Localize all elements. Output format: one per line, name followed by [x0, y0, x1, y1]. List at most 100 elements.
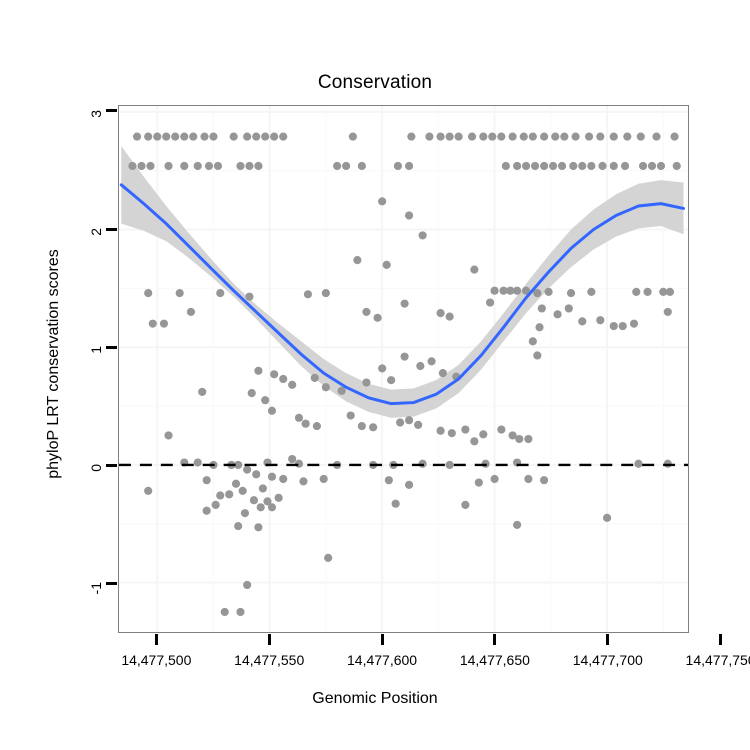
data-point — [193, 161, 202, 171]
data-point — [508, 431, 517, 440]
data-point — [643, 287, 652, 296]
data-point — [312, 421, 321, 431]
x-axis-tick-label: 14,477,750 — [685, 652, 750, 668]
data-point — [225, 490, 234, 499]
data-point — [189, 132, 198, 141]
data-point — [234, 522, 243, 531]
data-point — [245, 292, 254, 301]
data-point — [663, 307, 672, 317]
data-point — [470, 437, 479, 446]
data-point — [647, 161, 657, 171]
data-point — [548, 161, 558, 171]
gridlines — [119, 106, 688, 632]
data-point — [238, 486, 247, 495]
data-point — [319, 474, 328, 484]
data-point — [528, 337, 537, 346]
data-point — [571, 132, 580, 141]
data-point — [310, 373, 319, 382]
data-point — [497, 132, 506, 141]
data-point — [569, 161, 578, 171]
data-point — [175, 289, 184, 298]
data-point — [353, 256, 362, 265]
data-point — [636, 132, 645, 141]
data-point — [378, 364, 387, 373]
data-point — [144, 486, 153, 495]
data-point — [198, 387, 207, 396]
data-point — [497, 425, 506, 434]
data-point — [299, 477, 308, 486]
data-point — [632, 287, 641, 296]
data-point — [384, 476, 393, 485]
data-point — [321, 289, 330, 298]
data-point — [211, 500, 220, 509]
data-point — [566, 289, 576, 298]
data-point — [404, 416, 414, 425]
data-point — [254, 161, 263, 171]
data-point — [387, 376, 396, 385]
data-point — [153, 132, 162, 141]
y-axis-label: phyloP LRT conservation scores — [45, 249, 62, 479]
data-point — [479, 430, 488, 439]
x-axis-tick-mark — [267, 634, 271, 645]
data-point — [634, 459, 643, 468]
data-point — [584, 132, 594, 141]
data-point — [373, 313, 382, 322]
data-point — [294, 413, 304, 422]
y-axis-tick-mark — [106, 345, 117, 349]
data-point — [438, 369, 447, 378]
data-point — [252, 132, 261, 141]
data-point — [243, 465, 252, 474]
data-point — [243, 132, 252, 141]
data-point — [400, 299, 409, 308]
data-point — [261, 396, 270, 405]
data-point — [513, 286, 522, 295]
data-point — [236, 161, 245, 171]
data-point — [362, 307, 371, 317]
data-point — [369, 423, 378, 432]
data-point — [301, 419, 310, 428]
confidence-band — [121, 146, 684, 418]
data-point — [414, 420, 423, 429]
x-axis-tick-mark — [380, 634, 384, 645]
data-point — [533, 289, 542, 298]
x-axis-tick-mark — [719, 634, 723, 645]
y-axis-tick-label: 1 — [88, 346, 104, 354]
data-point — [267, 406, 277, 415]
data-point — [470, 265, 479, 274]
data-point — [524, 474, 533, 484]
data-point — [393, 161, 403, 171]
data-point — [535, 323, 544, 332]
data-point — [479, 132, 488, 141]
data-point — [501, 161, 510, 171]
data-point — [596, 132, 605, 141]
data-point — [629, 319, 639, 328]
data-point — [544, 287, 553, 296]
data-point — [499, 286, 508, 295]
data-point — [263, 497, 272, 506]
data-point — [234, 460, 243, 470]
data-point — [623, 132, 632, 141]
x-axis-tick-mark — [493, 634, 497, 645]
data-point — [132, 132, 142, 141]
data-point — [602, 513, 612, 522]
data-point — [578, 317, 587, 326]
data-point — [670, 132, 679, 141]
y-axis-tick-label: 3 — [88, 109, 104, 118]
data-point — [551, 132, 560, 141]
data-point — [267, 472, 277, 481]
data-point — [216, 491, 225, 500]
data-point — [513, 520, 522, 529]
data-point — [490, 474, 499, 484]
data-point — [337, 386, 346, 395]
x-axis-tick-mark — [154, 634, 158, 645]
x-axis-tick-label: 14,477,550 — [234, 652, 305, 668]
data-point — [357, 421, 366, 431]
data-point — [321, 383, 330, 392]
data-point — [404, 161, 414, 171]
data-point — [524, 434, 533, 444]
data-point — [391, 499, 400, 508]
plot-canvas — [119, 106, 688, 632]
y-axis-tick-mark — [106, 581, 117, 585]
data-point — [240, 509, 250, 518]
